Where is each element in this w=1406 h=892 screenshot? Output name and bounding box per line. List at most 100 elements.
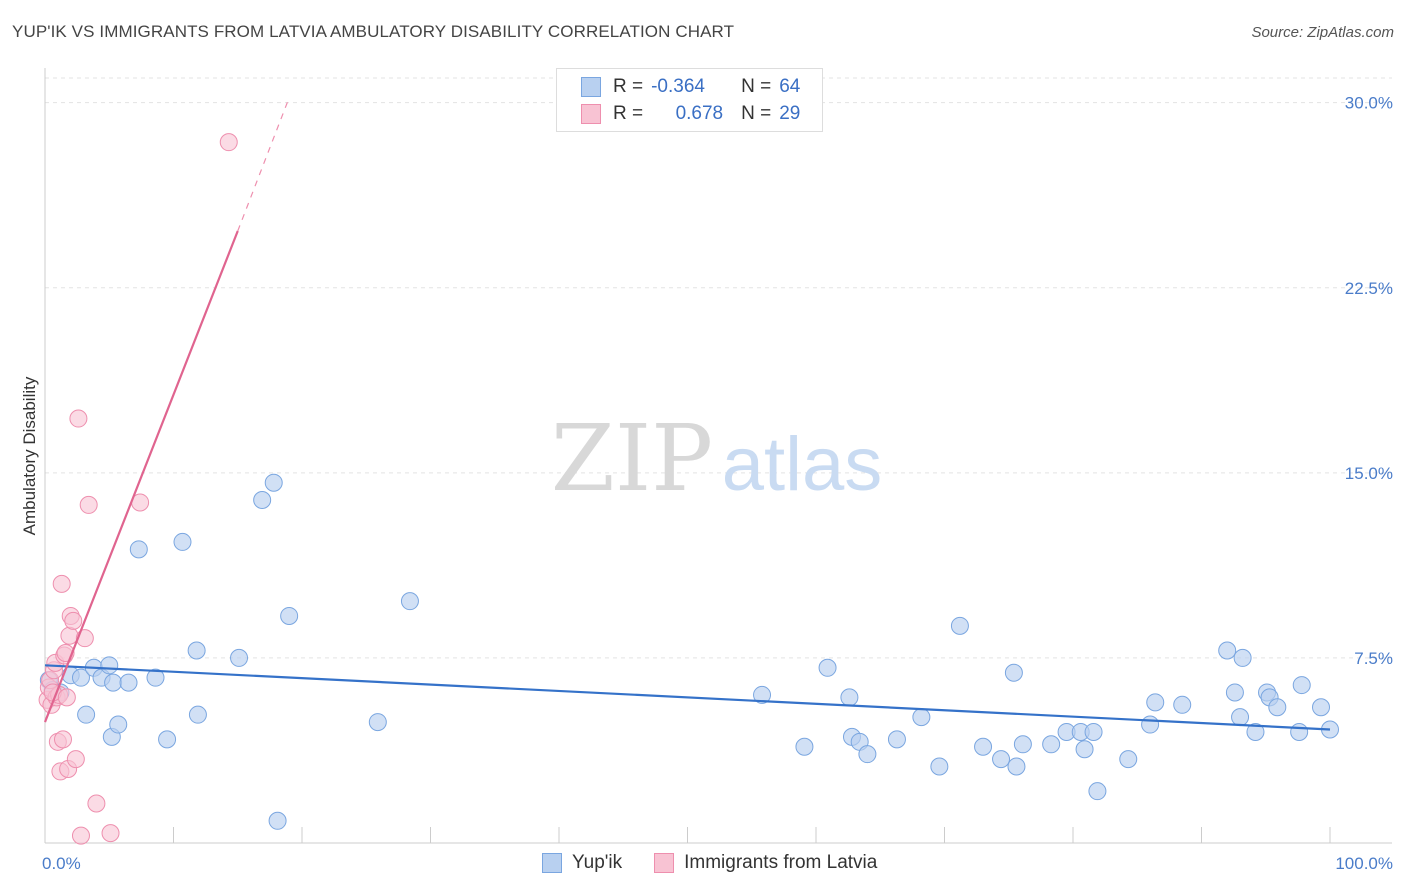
point-yupik <box>146 668 165 687</box>
point-yupik <box>400 592 419 611</box>
y-tick-label-0: 7.5% <box>1354 649 1393 668</box>
point-latvia <box>57 688 76 707</box>
point-yupik <box>950 616 969 635</box>
point-yupik <box>187 641 206 660</box>
point-yupik <box>71 668 90 687</box>
chart-title: YUP'IK VS IMMIGRANTS FROM LATVIA AMBULAT… <box>12 22 735 41</box>
point-yupik <box>1292 676 1311 695</box>
legend-item-yupik[interactable]: Yup'ik <box>542 852 622 874</box>
point-yupik <box>1088 782 1107 801</box>
y-tick-label-3: 30.0% <box>1345 94 1393 113</box>
point-yupik <box>253 490 272 509</box>
point-latvia <box>71 826 90 845</box>
point-yupik <box>753 685 772 704</box>
trend-lines <box>43 97 1331 731</box>
trend-line-latvia-extension <box>237 97 290 232</box>
point-yupik <box>1233 648 1252 667</box>
legend-swatch-blue <box>581 77 601 97</box>
point-yupik <box>100 656 119 675</box>
y-tick-label-1: 15.0% <box>1345 464 1393 483</box>
point-yupik <box>268 811 287 830</box>
legend-n-value: 64 <box>779 76 801 97</box>
point-latvia <box>69 409 88 428</box>
point-latvia <box>101 824 120 843</box>
point-yupik <box>992 750 1011 769</box>
point-yupik <box>264 473 283 492</box>
point-yupik <box>840 688 859 707</box>
legend-swatch-pink <box>654 853 675 873</box>
point-yupik <box>1312 698 1331 717</box>
legend-row-yupik: R = -0.364 N = 64 <box>581 75 800 99</box>
legend-swatch-blue <box>542 853 562 873</box>
point-yupik <box>1013 735 1032 754</box>
legend-n-value: 29 <box>779 103 801 124</box>
legend-swatch-pink <box>581 104 601 124</box>
point-yupik <box>1084 722 1103 741</box>
point-yupik <box>104 673 123 692</box>
series-legend: Yup'ik Immigrants from Latvia <box>542 852 909 874</box>
x-tick-label-1: 100.0% <box>1335 854 1393 873</box>
legend-r-label: R = <box>613 76 644 97</box>
point-yupik <box>1004 663 1023 682</box>
legend-r-value: -0.364 <box>651 76 705 97</box>
watermark-zip: ZIP <box>551 405 713 512</box>
gridlines <box>45 77 1392 659</box>
axes <box>44 68 1392 844</box>
legend-r-value: 0.678 <box>675 103 724 124</box>
point-yupik <box>1173 695 1192 714</box>
point-yupik <box>795 737 814 756</box>
point-yupik <box>1075 740 1094 759</box>
correlation-legend: R = -0.364 N = 64 R = 0.678 N = 29 <box>556 68 823 132</box>
point-yupik <box>1218 641 1237 660</box>
point-yupik <box>1007 757 1026 776</box>
legend-label-yupik: Yup'ik <box>572 852 623 873</box>
legend-n-label: N = <box>741 76 772 97</box>
point-yupik <box>818 658 837 677</box>
x-tick-labels: 0.0% 100.0% <box>42 854 1393 873</box>
point-yupik <box>1225 683 1244 702</box>
point-latvia <box>52 574 71 593</box>
trend-line-yupik <box>44 664 1331 731</box>
point-yupik <box>119 673 138 692</box>
series-latvia <box>38 133 238 845</box>
point-yupik <box>188 705 207 724</box>
source-credit: Source: ZipAtlas.com <box>1251 24 1394 41</box>
legend-label-latvia: Immigrants from Latvia <box>684 852 878 873</box>
point-latvia <box>53 730 72 749</box>
legend-row-latvia: R = 0.678 N = 29 <box>581 102 800 126</box>
point-yupik <box>77 705 96 724</box>
point-yupik <box>1042 735 1061 754</box>
point-yupik <box>1146 693 1165 712</box>
legend-n-label: N = <box>741 103 772 124</box>
point-latvia <box>87 794 106 813</box>
trend-line-latvia <box>43 230 239 723</box>
point-latvia <box>219 133 238 152</box>
legend-item-latvia[interactable]: Immigrants from Latvia <box>654 852 877 874</box>
watermark-atlas: atlas <box>722 422 883 507</box>
point-yupik <box>1246 722 1265 741</box>
point-yupik <box>887 730 906 749</box>
point-yupik <box>129 540 148 559</box>
x-tick-label-0: 0.0% <box>42 854 81 873</box>
point-yupik <box>912 708 931 727</box>
point-yupik <box>173 532 192 551</box>
point-latvia <box>79 495 98 514</box>
point-yupik <box>1231 708 1250 727</box>
point-yupik <box>858 745 877 764</box>
point-yupik <box>1119 750 1138 769</box>
point-yupik <box>230 648 249 667</box>
point-yupik <box>974 737 993 756</box>
y-axis-label: Ambulatory Disability <box>20 376 39 535</box>
watermark: ZIP atlas <box>551 405 882 512</box>
point-latvia <box>64 611 83 630</box>
legend-r-label: R = <box>613 103 644 124</box>
point-latvia <box>60 626 79 645</box>
point-yupik <box>368 713 387 732</box>
point-yupik <box>1141 715 1160 734</box>
y-tick-labels: 7.5% 15.0% 22.5% 30.0% <box>1345 94 1393 668</box>
point-yupik <box>1290 722 1309 741</box>
point-yupik <box>1268 698 1287 717</box>
point-yupik <box>109 715 128 734</box>
series-yupik <box>39 473 1339 830</box>
